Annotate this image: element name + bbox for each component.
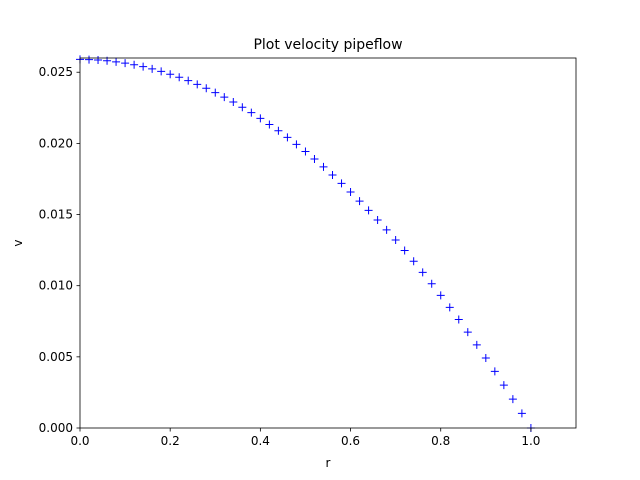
data-point [481, 353, 490, 362]
chart-title: Plot velocity pipeflow [253, 37, 402, 53]
data-point [418, 268, 427, 277]
data-point [274, 126, 283, 135]
data-point [346, 188, 355, 197]
data-point [382, 225, 391, 234]
x-tick-label: 0.2 [161, 434, 180, 448]
data-point [472, 340, 481, 349]
data-point [157, 67, 166, 76]
x-tick-label: 0.4 [251, 434, 270, 448]
data-point [193, 80, 202, 89]
data-point [499, 381, 508, 390]
plot-frame [79, 57, 577, 429]
data-point [121, 59, 130, 68]
data-point [292, 140, 301, 149]
data-point [301, 147, 310, 156]
data-point [130, 60, 139, 69]
x-axis-label: r [326, 456, 331, 470]
data-point [328, 170, 337, 179]
data-point [310, 155, 319, 164]
y-tick-label: 0.000 [39, 421, 73, 435]
data-point [454, 315, 463, 324]
data-point [148, 64, 157, 73]
data-point [184, 76, 193, 85]
data-point [508, 395, 517, 404]
data-point [166, 70, 175, 79]
data-point [400, 246, 409, 255]
data-point [238, 103, 247, 112]
data-point [94, 55, 103, 64]
data-point [202, 84, 211, 93]
data-point [409, 257, 418, 266]
data-point [427, 279, 436, 288]
data-point [490, 367, 499, 376]
data-point [364, 206, 373, 215]
data-point [85, 55, 94, 64]
y-tick-label: 0.015 [39, 208, 73, 222]
data-point [283, 133, 292, 142]
x-tick-label: 0.6 [341, 434, 360, 448]
data-point [265, 120, 274, 129]
data-point [337, 179, 346, 188]
y-tick-label: 0.010 [39, 279, 73, 293]
data-markers [76, 55, 535, 432]
x-tick-label: 0.8 [431, 434, 450, 448]
x-tick-label: 0.0 [70, 434, 89, 448]
data-point [391, 236, 400, 245]
y-tick-label: 0.025 [39, 65, 73, 79]
data-point [220, 93, 229, 102]
data-point [319, 162, 328, 171]
data-point [445, 303, 454, 312]
data-point [373, 215, 382, 224]
y-axis-ticks: 0.000 0.005 0.010 0.015 0.020 0.025 [39, 65, 80, 435]
x-axis-ticks: 0.0 0.2 0.4 0.6 0.8 1.0 [70, 428, 540, 448]
data-point [517, 409, 526, 418]
y-tick-label: 0.005 [39, 350, 73, 364]
data-point [355, 197, 364, 206]
data-point [463, 328, 472, 337]
data-point [175, 73, 184, 82]
data-point [229, 97, 238, 106]
data-point [247, 108, 256, 117]
data-point [139, 62, 148, 71]
data-point [436, 291, 445, 300]
y-tick-label: 0.020 [39, 136, 73, 150]
data-point [211, 88, 220, 97]
y-axis-label: v [11, 239, 25, 246]
x-tick-label: 1.0 [521, 434, 540, 448]
data-point [256, 114, 265, 123]
data-point [112, 57, 121, 66]
